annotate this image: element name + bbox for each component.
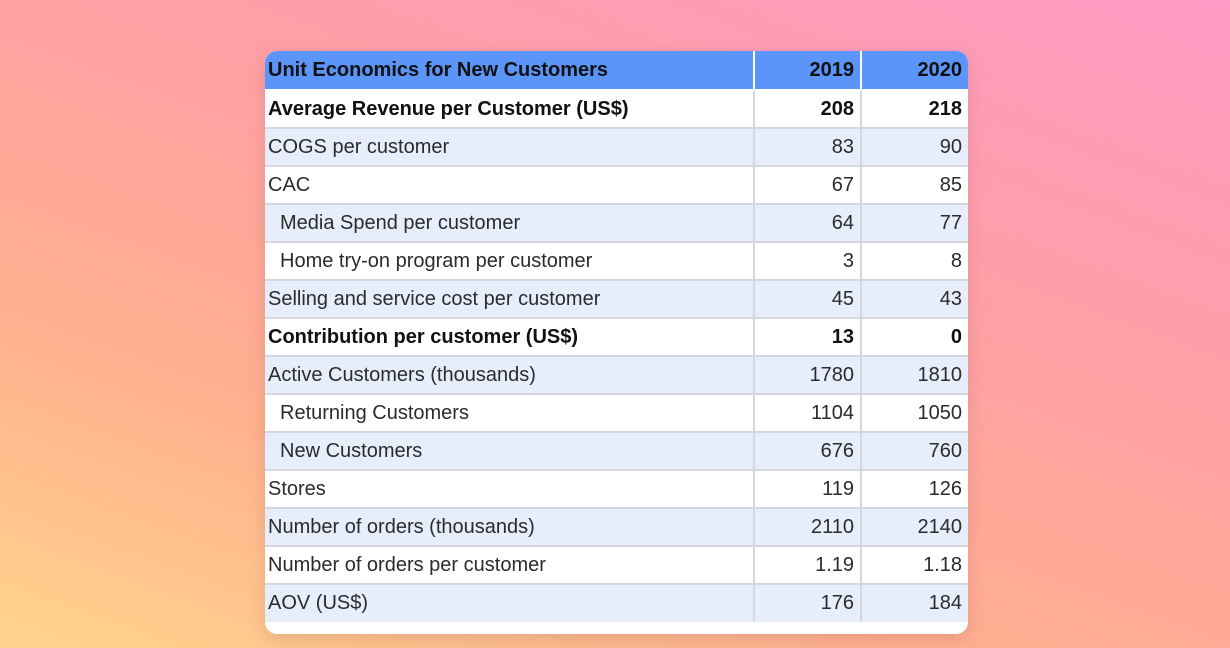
row-label: Media Spend per customer (265, 204, 754, 243)
value-2020: 0 (860, 318, 968, 357)
value-2019: 45 (753, 280, 861, 319)
row-label: COGS per customer (265, 128, 754, 167)
row-label: Stores (265, 470, 754, 509)
row-label: AOV (US$) (265, 584, 754, 622)
table-row: Media Spend per customer 64 77 (265, 204, 968, 243)
table-row: Selling and service cost per customer 45… (265, 280, 968, 319)
column-header-2020: 2020 (860, 51, 968, 91)
row-label: Contribution per customer (US$) (265, 318, 754, 357)
table-row: Active Customers (thousands) 1780 1810 (265, 356, 968, 395)
value-2019: 83 (753, 128, 861, 167)
value-2019: 1780 (753, 356, 861, 395)
row-label: Average Revenue per Customer (US$) (265, 90, 754, 129)
value-2020: 1810 (860, 356, 968, 395)
row-label: CAC (265, 166, 754, 205)
row-label: Selling and service cost per customer (265, 280, 754, 319)
value-2020: 8 (860, 242, 968, 281)
row-label: Active Customers (thousands) (265, 356, 754, 395)
value-2020: 1050 (860, 394, 968, 433)
table-row: Returning Customers 1104 1050 (265, 394, 968, 433)
unit-economics-table: Unit Economics for New Customers 2019 20… (265, 51, 968, 622)
value-2019: 13 (753, 318, 861, 357)
table-title: Unit Economics for New Customers (265, 51, 754, 91)
row-label: New Customers (265, 432, 754, 471)
value-2020: 90 (860, 128, 968, 167)
row-label: Number of orders per customer (265, 546, 754, 585)
value-2019: 1.19 (753, 546, 861, 585)
value-2019: 1104 (753, 394, 861, 433)
value-2019: 676 (753, 432, 861, 471)
table-row: Contribution per customer (US$) 13 0 (265, 318, 968, 357)
value-2020: 43 (860, 280, 968, 319)
value-2020: 218 (860, 90, 968, 129)
value-2020: 184 (860, 584, 968, 622)
value-2019: 208 (753, 90, 861, 129)
value-2020: 85 (860, 166, 968, 205)
row-label: Home try-on program per customer (265, 242, 754, 281)
value-2020: 760 (860, 432, 968, 471)
table-row: COGS per customer 83 90 (265, 128, 968, 167)
table-row: Average Revenue per Customer (US$) 208 2… (265, 90, 968, 129)
table-row: Stores 119 126 (265, 470, 968, 509)
value-2019: 176 (753, 584, 861, 622)
table-row: Home try-on program per customer 3 8 (265, 242, 968, 281)
value-2019: 2110 (753, 508, 861, 547)
value-2020: 1.18 (860, 546, 968, 585)
value-2019: 3 (753, 242, 861, 281)
column-header-2019: 2019 (753, 51, 861, 91)
table-row: CAC 67 85 (265, 166, 968, 205)
value-2020: 77 (860, 204, 968, 243)
value-2020: 126 (860, 470, 968, 509)
value-2020: 2140 (860, 508, 968, 547)
value-2019: 119 (753, 470, 861, 509)
table-row: New Customers 676 760 (265, 432, 968, 471)
table-row: Number of orders (thousands) 2110 2140 (265, 508, 968, 547)
unit-economics-card: Unit Economics for New Customers 2019 20… (265, 51, 968, 634)
row-label: Number of orders (thousands) (265, 508, 754, 547)
value-2019: 64 (753, 204, 861, 243)
row-label: Returning Customers (265, 394, 754, 433)
table-row: AOV (US$) 176 184 (265, 584, 968, 622)
value-2019: 67 (753, 166, 861, 205)
table-row: Number of orders per customer 1.19 1.18 (265, 546, 968, 585)
table-header-row: Unit Economics for New Customers 2019 20… (265, 51, 968, 91)
